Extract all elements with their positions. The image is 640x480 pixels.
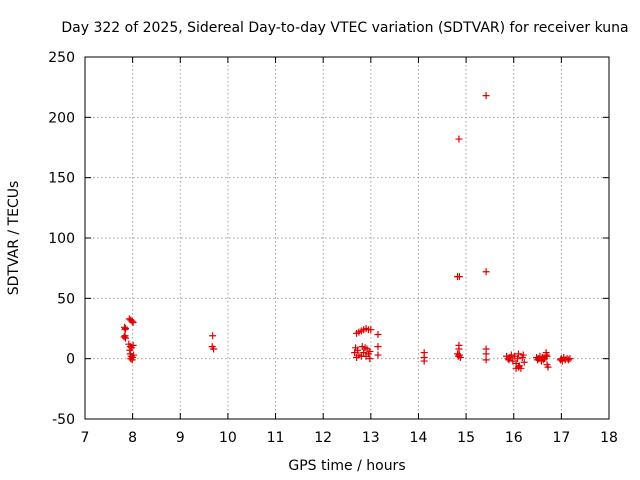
data-point [374, 331, 382, 339]
x-tick-label: 10 [219, 430, 237, 446]
data-point [127, 355, 135, 363]
data-point [351, 349, 359, 357]
y-tick-label: 150 [48, 171, 75, 187]
data-point [121, 332, 129, 340]
y-tick-label: 250 [48, 50, 75, 66]
data-point [374, 343, 382, 351]
data-point [543, 352, 551, 360]
data-point [353, 353, 361, 361]
x-tick-label: 16 [505, 430, 523, 446]
x-tick-label: 8 [128, 430, 137, 446]
data-point [455, 345, 463, 353]
data-point [128, 356, 136, 364]
x-tick-label: 11 [267, 430, 285, 446]
x-tick-label: 15 [457, 430, 475, 446]
data-point [520, 358, 528, 366]
data-point [514, 350, 522, 358]
data-point [420, 357, 428, 365]
data-point [366, 355, 374, 363]
x-tick-label: 7 [81, 430, 90, 446]
data-point [129, 341, 137, 349]
y-tick-label: 0 [66, 352, 75, 368]
data-point [374, 351, 382, 359]
data-points [120, 92, 574, 372]
data-point [507, 351, 515, 359]
data-point [121, 326, 129, 334]
data-point [482, 268, 490, 276]
x-tick-label: 17 [552, 430, 570, 446]
data-point [482, 356, 490, 364]
data-point [128, 317, 136, 325]
y-tick-label: -50 [52, 412, 75, 428]
x-tick-label: 9 [176, 430, 185, 446]
data-point [482, 92, 490, 100]
y-axis: -50 0 50 100 150 200 250 [48, 50, 609, 428]
data-point [543, 361, 551, 369]
x-axis: 7 8 9 10 11 12 13 14 15 16 17 18 [81, 57, 618, 446]
y-tick-label: 100 [48, 231, 75, 247]
y-tick-label: 200 [48, 110, 75, 126]
data-point [130, 351, 138, 359]
data-point [367, 326, 375, 334]
data-point [209, 332, 217, 340]
data-point [456, 353, 464, 361]
data-point [455, 273, 463, 281]
x-axis-label: GPS time / hours [288, 458, 405, 474]
data-point [514, 355, 522, 363]
data-point [565, 356, 573, 364]
y-axis-label: SDTVAR / TECUs [6, 181, 22, 296]
data-point [455, 135, 463, 143]
data-point [210, 345, 218, 353]
data-point [360, 349, 368, 357]
chart-title: Day 322 of 2025, Sidereal Day-to-day VTE… [61, 20, 628, 36]
data-point [542, 349, 550, 357]
x-tick-label: 12 [314, 430, 332, 446]
data-point [482, 350, 490, 358]
data-point [566, 355, 574, 363]
x-tick-label: 14 [410, 430, 428, 446]
y-tick-label: 50 [57, 291, 75, 307]
data-point [512, 364, 520, 372]
data-point [129, 318, 137, 326]
data-point [362, 352, 370, 360]
data-point [539, 356, 547, 364]
data-point [120, 333, 128, 341]
grid-lines [85, 57, 609, 419]
data-point [519, 351, 527, 359]
x-tick-label: 13 [362, 430, 380, 446]
x-tick-label: 18 [600, 430, 618, 446]
